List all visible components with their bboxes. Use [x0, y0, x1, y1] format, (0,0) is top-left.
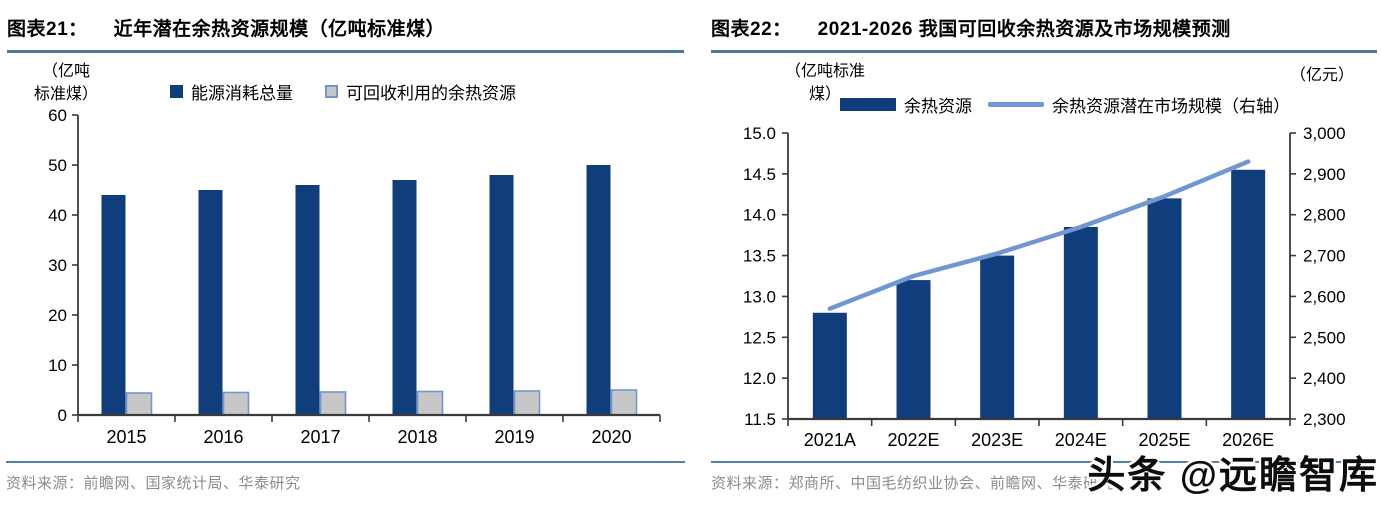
legend-item-market-size: 余热资源潜在市场规模（右轴）	[988, 92, 1290, 117]
legend-label: 能源消耗总量	[191, 84, 293, 103]
legend-label: 余热资源潜在市场规模（右轴）	[1052, 97, 1290, 116]
legend-item-energy-total: 能源消耗总量	[170, 79, 293, 104]
toutiao-watermark: 头条 @远瞻智库	[1087, 455, 1379, 497]
blue-line-swatch-icon	[988, 102, 1044, 107]
bar-recoverable-heat	[125, 392, 153, 416]
x-tick-label: 2016	[203, 427, 243, 447]
x-tick-label: 2022E	[887, 430, 939, 450]
left-chart-y-unit-label: （亿吨 标准煤）	[33, 63, 98, 103]
figure-21-title-text: 近年潜在余热资源规模（亿吨标准煤）	[113, 19, 446, 40]
x-tick-label: 2021A	[804, 430, 856, 450]
left-source-note: 资料来源：前瞻网、国家统计局、华泰研究	[6, 461, 685, 493]
figure-21-title: 图表21： 近年潜在余热资源规模（亿吨标准煤）	[7, 14, 684, 53]
y-tick-label: 50	[48, 156, 67, 175]
left-y-tick-label: 15.0	[743, 124, 776, 143]
left-y-tick-label: 13.5	[743, 247, 776, 266]
bar-heat-resource	[812, 312, 847, 419]
bar-recoverable-heat	[610, 389, 638, 416]
left-y-tick-label: 14.0	[743, 206, 776, 225]
bar-energy-total	[198, 190, 223, 415]
bar-heat-resource	[896, 280, 931, 419]
bar-energy-total	[101, 195, 126, 415]
right-chart-left-unit-label: （亿吨标准 煤）	[784, 63, 865, 103]
right-y-tick-label: 2,900	[1303, 165, 1346, 184]
y-tick-label: 60	[48, 106, 67, 125]
gray-square-swatch-icon	[325, 85, 338, 98]
right-y-tick-label: 2,700	[1303, 247, 1346, 266]
y-tick-label: 20	[48, 306, 67, 325]
legend-label: 可回收利用的余热资源	[346, 84, 516, 103]
bar-energy-total	[586, 165, 611, 415]
bar-energy-total	[295, 185, 320, 415]
right-source-note: 资料来源：郑商所、中国毛纺织业协会、前瞻网、华泰研究	[711, 461, 1377, 493]
x-tick-label: 2025E	[1138, 430, 1190, 450]
right-y-tick-label: 2,300	[1303, 410, 1346, 429]
right-y-tick-label: 3,000	[1303, 124, 1346, 143]
bar-chart-canvas: 0 10 20 30 40 50 60 2015 2016 2017 2018 2019 2020	[48, 106, 661, 447]
y-tick-label: 30	[48, 256, 67, 275]
x-tick-label: 2026E	[1222, 430, 1274, 450]
x-tick-label: 2019	[494, 427, 534, 447]
figure-22-label: 图表22：	[711, 19, 792, 40]
y-tick-label: 10	[48, 356, 67, 375]
y-tick-label: 40	[48, 206, 67, 225]
legend-label: 余热资源	[904, 97, 972, 116]
figure-22-title: 图表22： 2021-2026 我国可回收余热资源及市场规模预测	[711, 14, 1377, 53]
bar-energy-total	[392, 180, 417, 415]
combo-chart-canvas: 11.5 12.0 12.5 13.0 13.5 14.0 14.5 15.0 2,300 2,4…	[743, 124, 1346, 450]
navy-square-swatch-icon	[170, 85, 183, 98]
y-tick-label: 0	[58, 406, 67, 425]
figure-22-title-text: 2021-2026 我国可回收余热资源及市场规模预测	[817, 19, 1231, 40]
right-y-tick-label: 2,600	[1303, 287, 1346, 306]
x-tick-label: 2018	[397, 427, 437, 447]
bar-heat-resource	[1063, 226, 1098, 419]
right-chart-right-unit-label: （亿元）	[1289, 67, 1354, 84]
left-y-tick-label: 12.5	[743, 328, 776, 347]
left-y-tick-label: 11.5	[744, 410, 776, 429]
bar-heat-resource	[980, 255, 1015, 419]
bar-recoverable-heat	[319, 391, 347, 416]
figure-22-panel: 图表22： 2021-2026 我国可回收余热资源及市场规模预测 （亿吨标准 煤）…	[690, 0, 1381, 509]
legend-item-recoverable-heat: 可回收利用的余热资源	[325, 79, 516, 104]
left-y-tick-label: 14.5	[743, 165, 776, 184]
bar-recoverable-heat	[416, 390, 444, 416]
figure-21-panel: 图表21： 近年潜在余热资源规模（亿吨标准煤） （亿吨 标准煤） 能源消耗总量 可…	[0, 0, 690, 509]
right-y-tick-label: 2,800	[1303, 206, 1346, 225]
left-y-tick-label: 13.0	[743, 287, 776, 306]
market-size-line	[827, 159, 1251, 311]
x-tick-label: 2017	[300, 427, 340, 447]
x-tick-label: 2023E	[971, 430, 1023, 450]
right-y-tick-label: 2,500	[1303, 328, 1346, 347]
bar-recoverable-heat	[222, 391, 250, 416]
left-y-tick-label: 12.0	[743, 369, 776, 388]
bar-heat-resource	[1231, 169, 1266, 419]
x-tick-label: 2020	[591, 427, 631, 447]
bar-recoverable-heat	[513, 390, 541, 416]
bar-heat-resource	[1147, 198, 1182, 419]
right-y-tick-label: 2,400	[1303, 369, 1346, 388]
x-tick-label: 2015	[106, 427, 146, 447]
figure-21-label: 图表21：	[7, 19, 88, 40]
right-chart-legend: 余热资源 余热资源潜在市场规模（右轴）	[840, 92, 1290, 117]
bar-energy-total	[489, 175, 514, 415]
legend-item-heat-resource: 余热资源	[840, 92, 972, 117]
navy-bar-swatch-icon	[840, 98, 896, 111]
left-chart-legend: 能源消耗总量 可回收利用的余热资源	[170, 79, 516, 104]
x-tick-label: 2024E	[1055, 430, 1107, 450]
